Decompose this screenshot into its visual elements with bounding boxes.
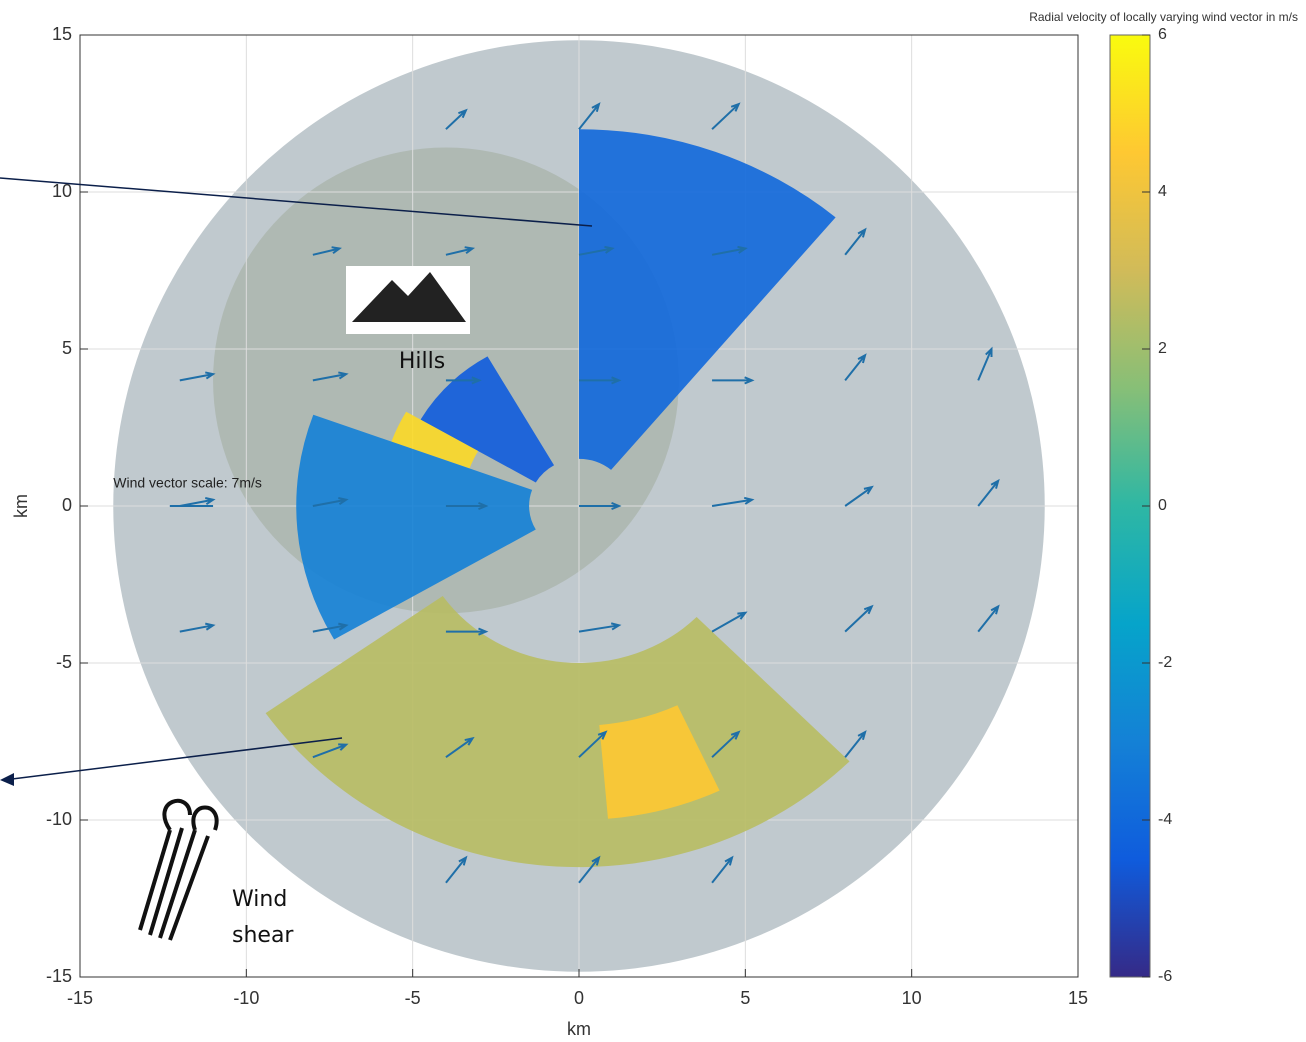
y-tick-label: -5 — [56, 652, 72, 672]
colorbar-label: Radial velocity of locally varying wind … — [1029, 10, 1298, 24]
chart: Radial velocity of locally varying wind … — [0, 0, 1306, 1042]
pointer-head — [0, 773, 14, 786]
hills-label: Hills — [399, 349, 445, 374]
colorbar-tick-label: -4 — [1158, 811, 1172, 828]
x-tick-label: 10 — [902, 988, 922, 1008]
wind-shear-label: shear — [232, 923, 294, 948]
wind-icon — [140, 801, 217, 940]
y-tick-label: 0 — [62, 495, 72, 515]
x-tick-label: -10 — [233, 988, 259, 1008]
y-tick-label: -15 — [46, 966, 72, 986]
y-axis-label: km — [11, 494, 31, 518]
x-tick-label: 15 — [1068, 988, 1088, 1008]
colorbar-tick-label: -6 — [1158, 968, 1172, 985]
y-tick-label: 15 — [52, 24, 72, 44]
y-tick-label: 5 — [62, 338, 72, 358]
colorbar-tick-label: 4 — [1158, 183, 1167, 200]
x-tick-label: -5 — [405, 988, 421, 1008]
wind-shear-label: Wind — [232, 887, 287, 912]
colorbar-tick-label: 6 — [1158, 26, 1167, 43]
x-tick-label: 5 — [740, 988, 750, 1008]
colorbar-tick-label: -2 — [1158, 654, 1172, 671]
x-tick-label: -15 — [67, 988, 93, 1008]
y-tick-label: -10 — [46, 809, 72, 829]
x-axis-label: km — [567, 1019, 591, 1039]
colorbar-tick-label: 2 — [1158, 340, 1167, 357]
x-tick-label: 0 — [574, 988, 584, 1008]
scale-label: Wind vector scale: 7m/s — [113, 475, 262, 491]
colorbar-tick-label: 0 — [1158, 497, 1167, 514]
